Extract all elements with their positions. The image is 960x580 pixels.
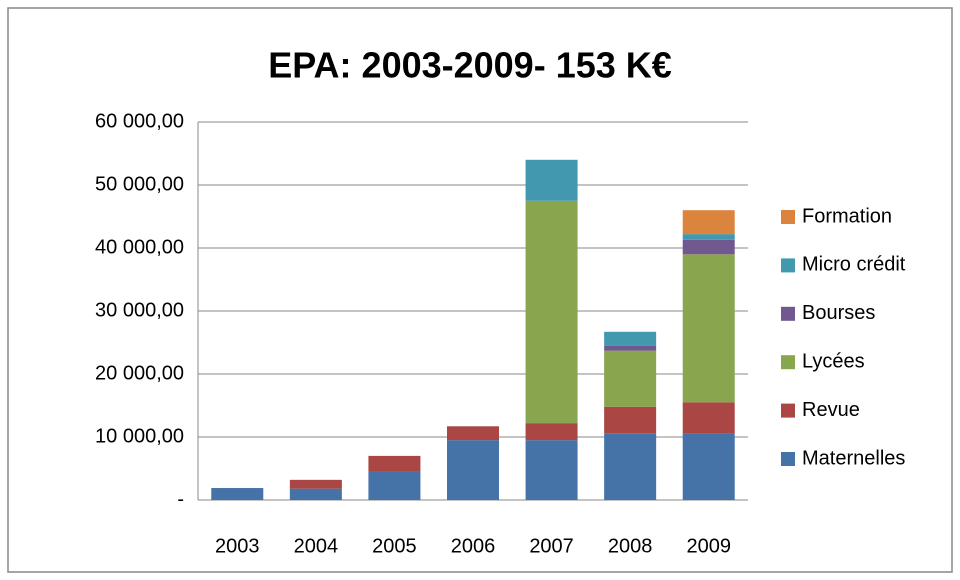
bar-segment [289, 479, 342, 489]
y-tick-label: 10 000,00 [95, 425, 184, 447]
x-tick-label: 2009 [686, 535, 731, 557]
bar-segment [211, 488, 264, 500]
legend-label: Revue [802, 399, 860, 421]
x-tick-label: 2005 [372, 535, 417, 557]
y-tick-label: 20 000,00 [95, 362, 184, 384]
bar-segment [525, 200, 578, 424]
bar-segment [682, 234, 735, 240]
legend-swatch [781, 306, 795, 321]
y-tick-label: 60 000,00 [95, 110, 184, 132]
bar-segment [447, 426, 499, 441]
legend-swatch [781, 452, 795, 466]
y-tick-label: 50 000,00 [95, 173, 184, 195]
bar-segment [368, 471, 421, 500]
x-tick-label: 2004 [294, 535, 339, 557]
legend-swatch [781, 403, 795, 418]
bar-segment [682, 210, 735, 235]
bar-segment [525, 440, 578, 500]
bar-segment [682, 239, 735, 255]
y-tick-label: 30 000,00 [95, 299, 184, 321]
legend-label: Lycées [802, 350, 865, 372]
bar-segment [289, 488, 342, 500]
y-tick-label: 40 000,00 [95, 236, 184, 258]
bar-segment [525, 159, 578, 201]
bar-segment [604, 433, 657, 500]
bar-segment [368, 455, 421, 472]
bar-segment [604, 350, 657, 407]
bar-segment [525, 423, 578, 441]
bar-segment [682, 254, 735, 403]
bar-segment [447, 440, 499, 500]
legend-label: Formation [802, 205, 892, 227]
legend-label: Bourses [802, 302, 875, 324]
bar-segment [604, 331, 657, 346]
y-tick-label: - [177, 488, 184, 510]
legend-label: Maternelles [802, 447, 905, 469]
bar-segment [604, 406, 657, 434]
x-tick-label: 2003 [215, 535, 260, 557]
bar-segment [682, 433, 735, 500]
x-tick-label: 2008 [608, 535, 653, 557]
legend-swatch [781, 258, 795, 273]
chart-title: EPA: 2003-2009- 153 K€ [268, 45, 672, 86]
legend-swatch [781, 210, 795, 224]
x-tick-label: 2006 [451, 535, 496, 557]
legend-swatch [781, 355, 795, 370]
legend-label: Micro crédit [802, 254, 906, 276]
bar-segment [682, 402, 735, 434]
x-tick-label: 2007 [529, 535, 574, 557]
bar-segment [604, 345, 657, 351]
